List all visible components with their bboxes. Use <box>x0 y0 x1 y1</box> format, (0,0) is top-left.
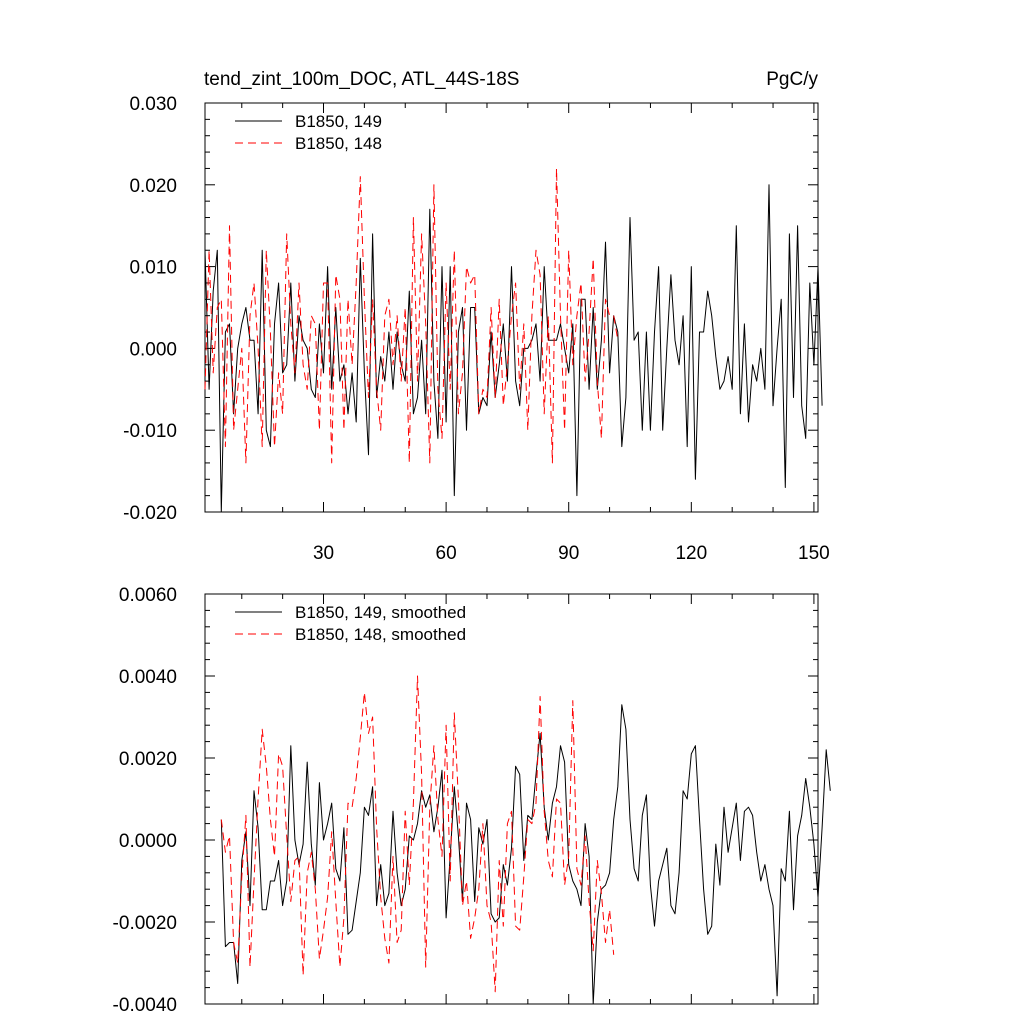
x-tick-label: 120 <box>675 543 707 564</box>
legend-label-0: B1850, 149, smoothed <box>295 603 466 622</box>
bottom-legend: B1850, 149, smoothed B1850, 148, smoothe… <box>235 603 466 644</box>
bottom-axes: -0.0040 -0.0020 0.0000 0.0020 0.0040 0.0060 <box>113 585 818 1016</box>
y-tick-label: 0.000 <box>129 339 177 360</box>
bottom-series-lines <box>220 675 831 1005</box>
x-tick-label: 30 <box>313 543 334 564</box>
top-axes: -0.020 -0.010 0.000 0.010 0.020 0.030 30 60 90 12… <box>123 94 830 564</box>
y-tick-label: -0.0040 <box>113 995 177 1016</box>
series-line-1 <box>204 167 619 464</box>
legend-label-1: B1850, 148 <box>295 134 382 153</box>
bottom-plot-frame <box>204 593 819 1005</box>
y-tick-label: -0.010 <box>123 421 177 442</box>
y-tick-label: -0.020 <box>123 503 177 524</box>
bottom-panel: -0.0040 -0.0020 0.0000 0.0020 0.0040 0.0060 B… <box>113 585 831 1016</box>
top-series-lines <box>204 167 823 513</box>
y-tick-label: 0.0040 <box>119 667 177 688</box>
series-line-0 <box>220 704 831 1005</box>
y-tick-label: 0.0000 <box>119 831 177 852</box>
series-line-0 <box>204 184 823 513</box>
y-tick-label: 0.0060 <box>119 585 177 606</box>
y-tick-label: 0.020 <box>129 176 177 197</box>
legend-label-0: B1850, 149 <box>295 112 382 131</box>
y-tick-label: 0.010 <box>129 258 177 279</box>
chart-title: tend_zint_100m_DOC, ATL_44S-18S <box>204 69 519 90</box>
x-tick-label: 60 <box>436 543 457 564</box>
y-tick-label: 0.030 <box>129 94 177 115</box>
x-tick-label: 150 <box>798 543 830 564</box>
x-tick-label: 90 <box>558 543 579 564</box>
y-tick-label: 0.0020 <box>119 749 177 770</box>
series-line-1 <box>220 675 615 993</box>
y-tick-label: -0.0020 <box>113 913 177 934</box>
top-plot-frame <box>204 102 819 513</box>
top-legend: B1850, 149 B1850, 148 <box>235 112 382 153</box>
legend-label-1: B1850, 148, smoothed <box>295 625 466 644</box>
top-panel: tend_zint_100m_DOC, ATL_44S-18S PgC/y -0… <box>123 69 830 564</box>
units-label: PgC/y <box>766 69 818 90</box>
